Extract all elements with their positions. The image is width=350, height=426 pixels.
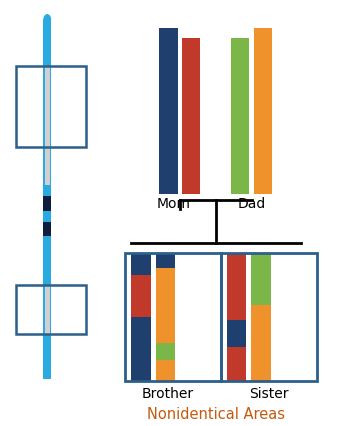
Bar (131, 347, 150, 381)
Bar (45, 66, 50, 147)
Bar (125, 253, 221, 381)
Bar (156, 253, 175, 268)
Bar (156, 268, 175, 343)
Bar (221, 253, 317, 381)
Text: Sister: Sister (249, 388, 288, 401)
Bar (182, 38, 200, 194)
Text: Dad: Dad (238, 198, 266, 211)
Bar (251, 351, 271, 381)
Bar (43, 19, 51, 379)
Bar (231, 38, 249, 194)
Bar (156, 360, 175, 381)
Bar (251, 268, 271, 305)
Bar (131, 317, 150, 347)
Bar (227, 275, 246, 320)
Bar (45, 285, 50, 334)
Bar (251, 253, 271, 268)
Bar (43, 222, 51, 236)
Text: Brother: Brother (142, 388, 194, 401)
Bar (131, 275, 150, 317)
Bar (227, 253, 246, 275)
Text: Nonidentical Areas: Nonidentical Areas (147, 406, 285, 422)
Ellipse shape (43, 14, 51, 24)
Bar (43, 196, 51, 211)
Bar (227, 320, 246, 347)
Bar (254, 28, 272, 194)
Bar (45, 147, 50, 185)
Bar (156, 343, 175, 360)
Bar (16, 66, 86, 147)
Bar (227, 347, 246, 381)
Bar (131, 253, 150, 275)
Bar (251, 305, 271, 351)
Bar (16, 285, 86, 334)
Text: Mom: Mom (156, 198, 190, 211)
Bar (159, 28, 178, 194)
